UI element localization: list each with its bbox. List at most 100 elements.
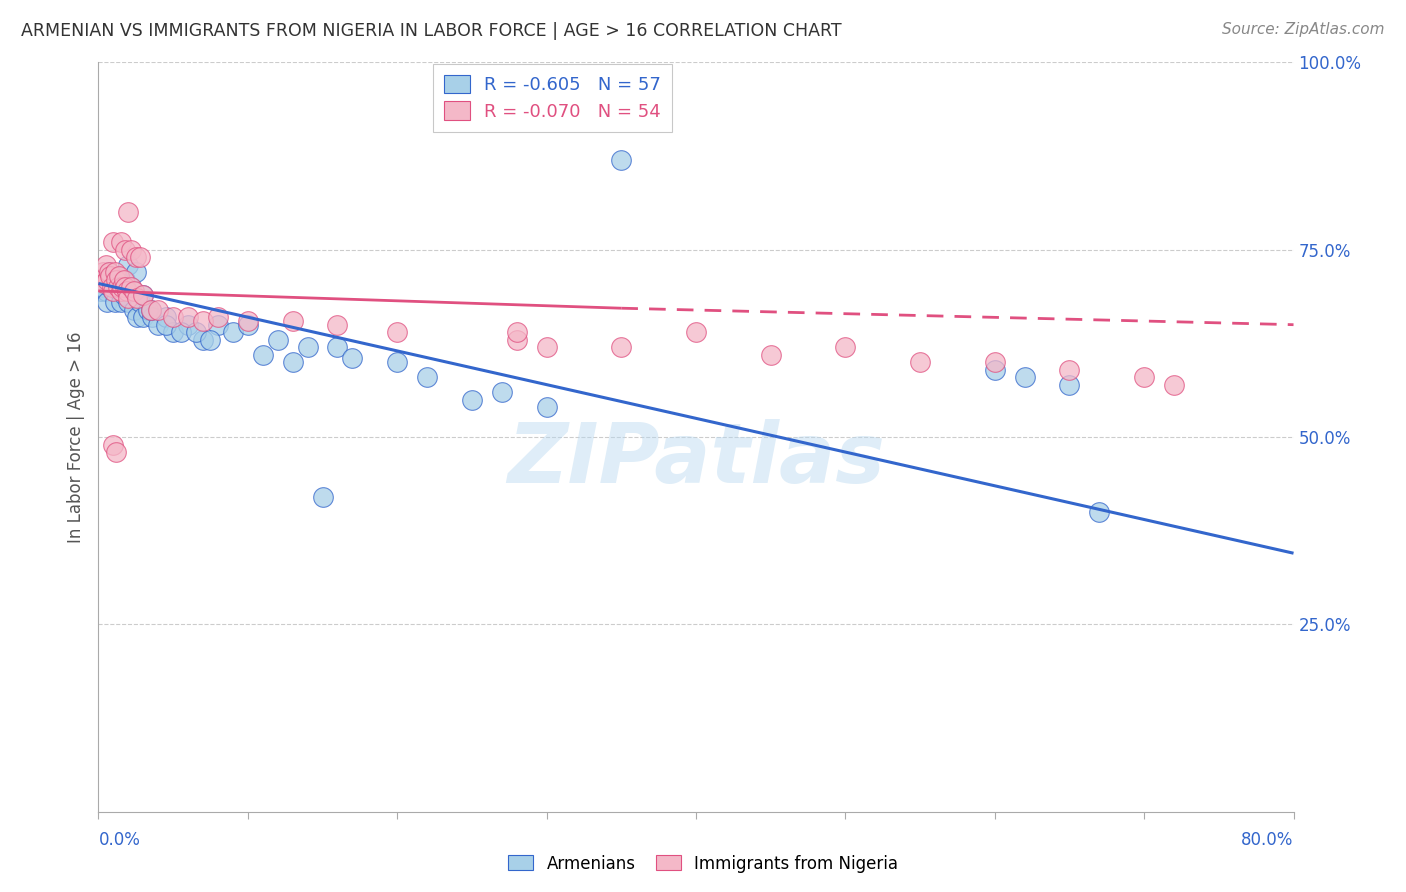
Point (1059, 377, 1081, 392)
Point (311, 490, 333, 504)
Point (132, 287, 155, 301)
Point (115, 284, 138, 298)
Point (98, 280, 122, 294)
Legend: R = -0.605   N = 57, R = -0.070   N = 54: R = -0.605 N = 57, R = -0.070 N = 54 (433, 64, 672, 131)
Point (101, 273, 124, 287)
Point (103, 284, 125, 298)
Point (93, 277, 115, 291)
Point (207, 310, 229, 325)
Point (506, 325, 529, 339)
Point (222, 325, 245, 339)
Point (177, 318, 200, 332)
Point (94, 258, 117, 272)
Point (984, 355, 1007, 369)
Point (124, 302, 146, 317)
Point (117, 295, 139, 310)
Point (97, 265, 120, 279)
Point (98, 268, 122, 283)
Point (104, 265, 127, 279)
Point (91, 265, 114, 279)
Point (148, 318, 170, 332)
Point (162, 325, 184, 339)
Point (491, 385, 513, 400)
Point (461, 392, 484, 407)
Point (111, 280, 134, 294)
Point (90, 284, 112, 298)
Y-axis label: In Labor Force | Age > 16: In Labor Force | Age > 16 (66, 331, 84, 543)
Point (236, 314, 259, 328)
Point (105, 280, 128, 294)
Point (200, 333, 222, 347)
Point (115, 284, 138, 298)
Point (162, 310, 184, 325)
Point (326, 340, 349, 354)
Point (120, 280, 142, 294)
Point (127, 292, 149, 306)
Point (984, 362, 1007, 376)
Point (148, 302, 170, 317)
Point (685, 325, 707, 339)
Point (103, 284, 125, 298)
Point (127, 310, 149, 325)
Point (1014, 370, 1036, 384)
Point (117, 205, 139, 219)
Point (112, 273, 135, 287)
Point (326, 318, 349, 332)
Point (107, 268, 129, 283)
Point (91, 280, 114, 294)
Point (101, 280, 124, 294)
Point (759, 348, 782, 362)
Point (281, 355, 304, 369)
Point (90, 273, 112, 287)
Point (94, 284, 117, 298)
Point (385, 325, 409, 339)
Point (117, 258, 139, 272)
Point (108, 284, 131, 298)
Point (177, 310, 200, 325)
Point (1059, 362, 1081, 376)
Point (1133, 370, 1156, 384)
Text: 80.0%: 80.0% (1241, 831, 1294, 849)
Point (93, 273, 115, 287)
Point (129, 250, 152, 264)
Point (236, 318, 259, 332)
Point (97, 265, 120, 279)
Point (834, 340, 856, 354)
Point (120, 243, 142, 257)
Point (416, 370, 439, 384)
Point (297, 340, 319, 354)
Point (267, 333, 290, 347)
Text: 0.0%: 0.0% (98, 831, 141, 849)
Text: ARMENIAN VS IMMIGRANTS FROM NIGERIA IN LABOR FORCE | AGE > 16 CORRELATION CHART: ARMENIAN VS IMMIGRANTS FROM NIGERIA IN L… (21, 22, 842, 40)
Point (107, 280, 129, 294)
Point (281, 314, 304, 328)
Point (385, 355, 409, 369)
Point (1163, 377, 1185, 392)
Point (125, 250, 148, 264)
Point (610, 340, 633, 354)
Point (104, 295, 127, 310)
Point (105, 445, 128, 459)
Point (110, 295, 132, 310)
Point (191, 333, 214, 347)
Point (169, 325, 191, 339)
Point (342, 351, 364, 366)
Point (125, 265, 148, 279)
Text: Source: ZipAtlas.com: Source: ZipAtlas.com (1222, 22, 1385, 37)
Text: ZIPatlas: ZIPatlas (508, 419, 884, 500)
Point (136, 302, 159, 317)
Point (105, 273, 128, 287)
Point (610, 153, 633, 167)
Point (110, 235, 132, 250)
Point (114, 280, 136, 294)
Point (117, 292, 139, 306)
Point (908, 355, 931, 369)
Point (536, 340, 558, 354)
Point (141, 310, 163, 325)
Point (112, 287, 135, 301)
Point (139, 302, 162, 317)
Point (132, 310, 155, 325)
Point (111, 280, 134, 294)
Point (506, 333, 529, 347)
Point (108, 268, 131, 283)
